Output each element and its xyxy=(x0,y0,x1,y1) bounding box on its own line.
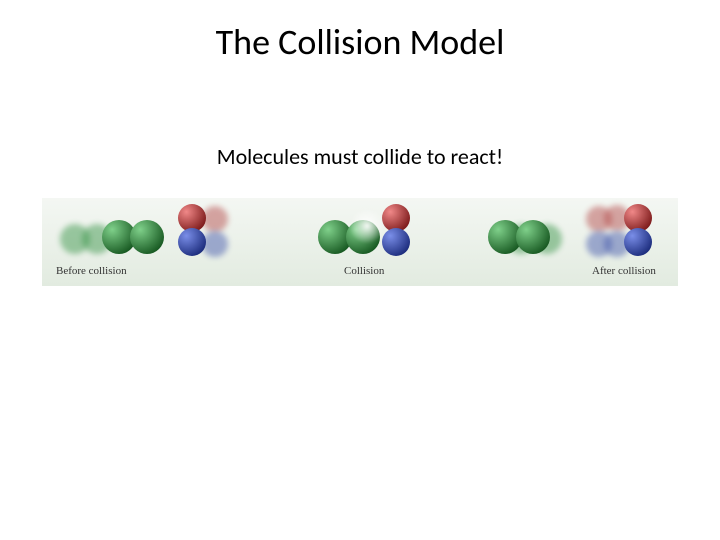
caption-collision: Collision xyxy=(344,265,384,277)
collision-diagram: Before collision Collision After collisi… xyxy=(42,198,678,286)
molecule-sphere xyxy=(202,231,228,257)
slide: The Collision Model Molecules must colli… xyxy=(0,0,720,540)
collision-flash-icon xyxy=(349,208,385,244)
caption-after: After collision xyxy=(592,265,656,277)
panel-after xyxy=(466,198,678,260)
molecule-sphere xyxy=(382,228,410,256)
molecule-sphere xyxy=(130,220,164,254)
slide-subtitle: Molecules must collide to react! xyxy=(0,143,720,170)
molecule-sphere xyxy=(178,228,206,256)
panel-before xyxy=(42,198,254,260)
caption-before: Before collision xyxy=(56,265,127,277)
panel-collision xyxy=(254,198,466,260)
slide-title: The Collision Model xyxy=(0,20,720,64)
molecule-sphere xyxy=(516,220,550,254)
molecule-sphere xyxy=(624,228,652,256)
